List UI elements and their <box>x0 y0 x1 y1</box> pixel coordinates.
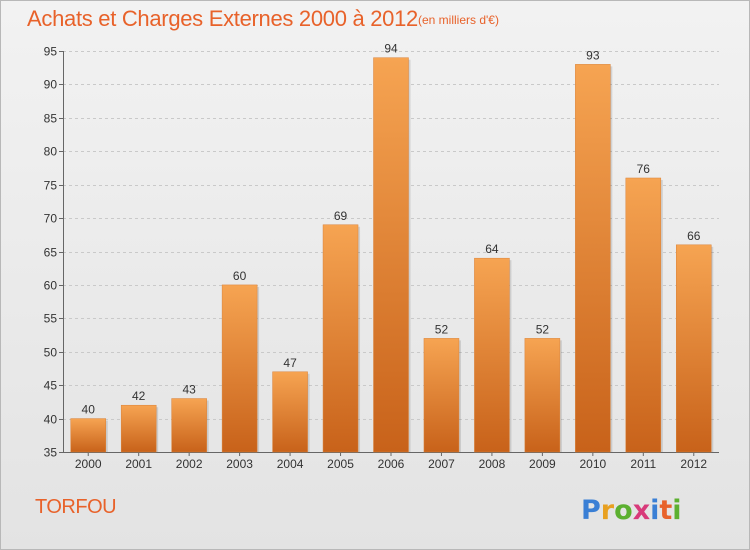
value-label-2011: 76 <box>637 162 651 176</box>
value-label-2002: 43 <box>182 383 196 397</box>
value-label-2005: 69 <box>334 209 348 223</box>
value-label-2001: 42 <box>132 389 146 403</box>
y-tick-label: 60 <box>44 279 58 293</box>
bars <box>70 57 714 453</box>
city-name: TORFOU <box>35 496 117 518</box>
bar-2004 <box>272 371 308 453</box>
y-tick-label: 70 <box>44 212 58 226</box>
bar-2001 <box>120 404 157 453</box>
value-label-2007: 52 <box>435 322 449 336</box>
x-tick-label-2000: 2000 <box>75 457 102 471</box>
labels: 35 40 45 50 55 60 65 70 75 80 85 90 95 40 2000 42 2001 43… <box>44 42 708 471</box>
x-tick-label-2012: 2012 <box>680 457 707 471</box>
value-label-2008: 64 <box>485 242 499 256</box>
axes <box>59 51 719 456</box>
value-label-2006: 94 <box>384 42 398 56</box>
y-tick-label: 65 <box>44 246 58 260</box>
x-tick-label-2009: 2009 <box>529 457 556 471</box>
value-label-2010: 93 <box>586 48 600 62</box>
bar-2010 <box>575 64 611 453</box>
value-label-2003: 60 <box>233 269 247 283</box>
x-tick-label-2004: 2004 <box>277 457 304 471</box>
x-tick-label-2002: 2002 <box>176 457 203 471</box>
bar-2009 <box>524 338 561 453</box>
chart-title: Achats et Charges Externes 2000 à 2012 <box>27 6 418 31</box>
x-tick-label-2006: 2006 <box>378 457 405 471</box>
y-tick-label: 95 <box>44 45 58 59</box>
y-tick-label: 85 <box>44 112 58 126</box>
bar-2011 <box>625 177 662 453</box>
proxiti-logo: Proxiti <box>581 495 682 526</box>
x-tick-label-2005: 2005 <box>327 457 354 471</box>
y-tick-label: 45 <box>44 379 58 393</box>
bar-2005 <box>322 224 359 453</box>
y-tick-label: 40 <box>44 413 58 427</box>
bar-2008 <box>474 257 510 453</box>
x-tick-label-2007: 2007 <box>428 457 455 471</box>
bar-2002 <box>171 398 207 453</box>
bar-2012 <box>676 244 712 453</box>
x-tick-label-2008: 2008 <box>479 457 506 471</box>
value-label-2012: 66 <box>687 229 701 243</box>
value-label-2004: 47 <box>283 356 297 370</box>
bar-2006 <box>373 57 409 453</box>
bar-2003 <box>221 284 258 453</box>
y-tick-label: 75 <box>44 179 58 193</box>
y-tick-label: 90 <box>44 78 58 92</box>
bar-2000 <box>70 418 106 453</box>
y-tick-label: 50 <box>44 346 58 360</box>
y-tick-label: 35 <box>44 446 58 460</box>
svg-text:Proxiti: Proxiti <box>581 495 682 526</box>
x-tick-label-2011: 2011 <box>630 457 656 471</box>
y-tick-label: 55 <box>44 312 58 326</box>
x-tick-label-2001: 2001 <box>125 457 152 471</box>
value-label-2009: 52 <box>536 322 550 336</box>
x-tick-label-2010: 2010 <box>579 457 606 471</box>
x-tick-label-2003: 2003 <box>226 457 253 471</box>
chart-subtitle: (en milliers d'€) <box>418 13 499 27</box>
value-label-2000: 40 <box>82 403 96 417</box>
y-tick-label: 80 <box>44 145 58 159</box>
bar-2007 <box>423 338 460 453</box>
